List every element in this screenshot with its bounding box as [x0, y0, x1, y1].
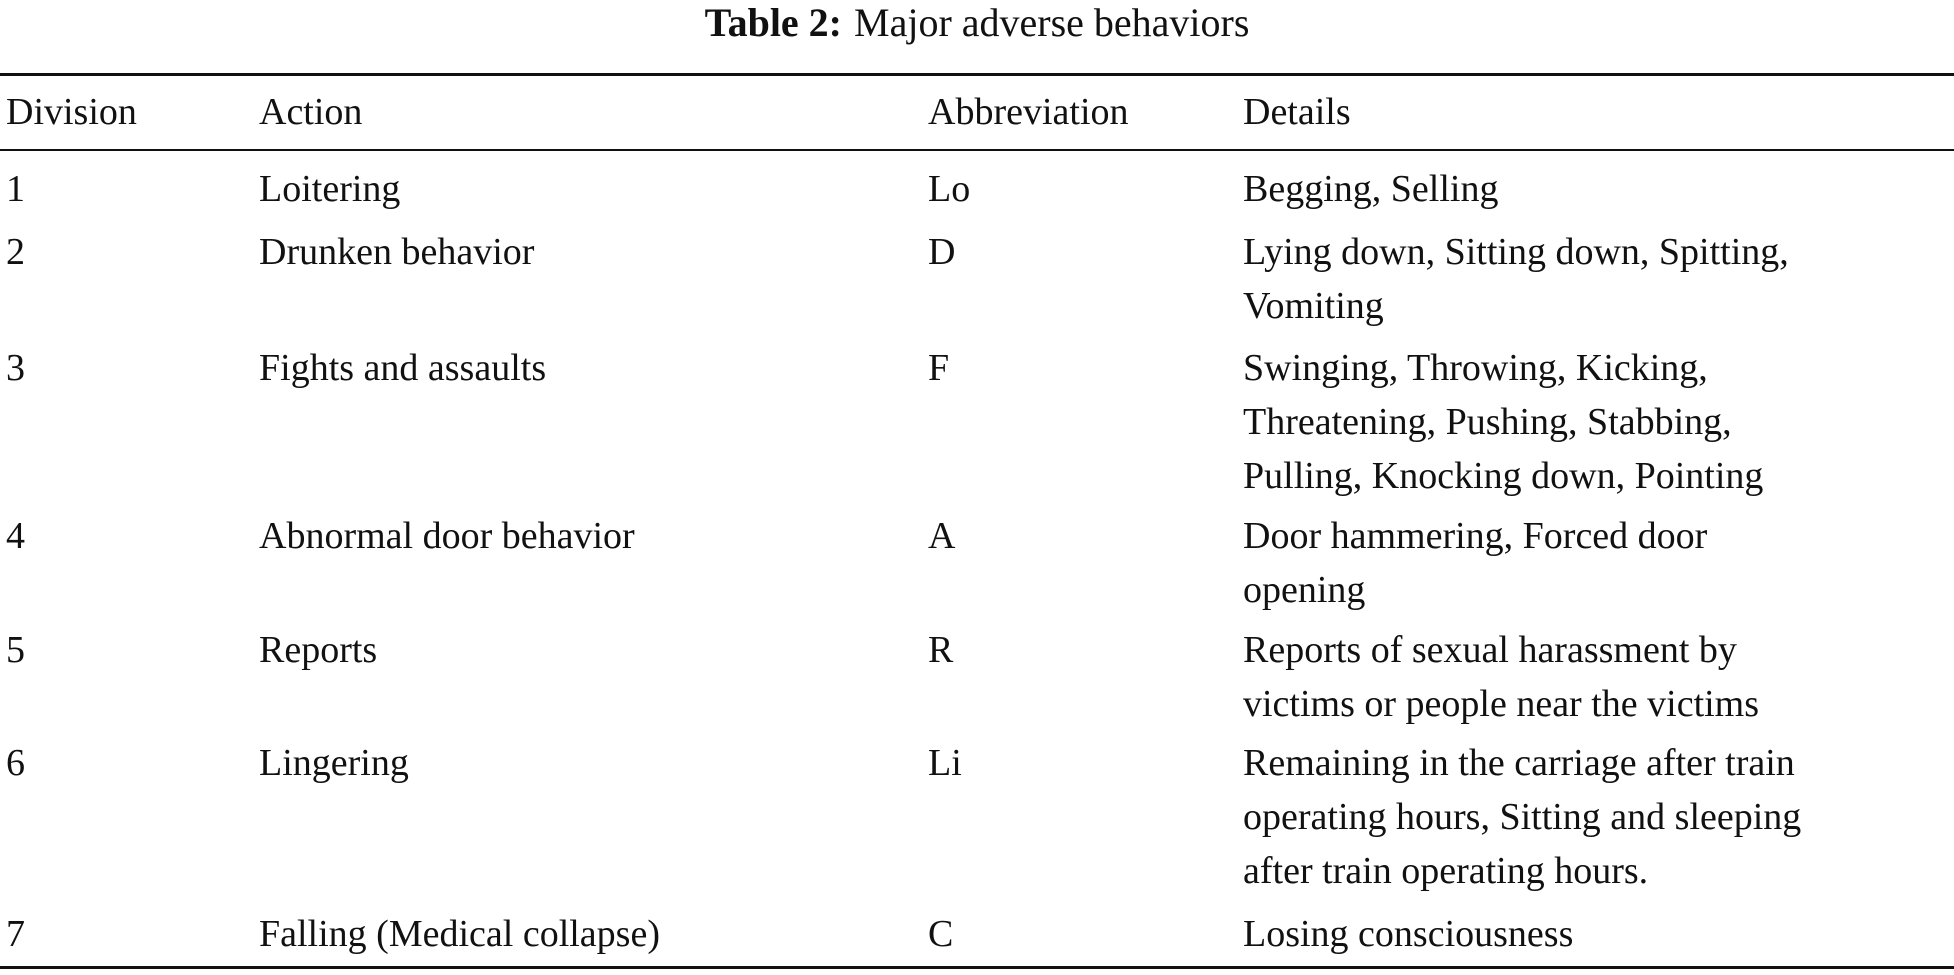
cell-details: Begging, Selling — [1243, 168, 1499, 210]
table-title: Table 2: Major adverse behaviors — [0, 0, 1954, 46]
cell-division: 6 — [6, 742, 25, 784]
cell-division: 5 — [6, 629, 25, 671]
cell-details: opening — [1243, 569, 1366, 611]
cell-abbreviation: F — [928, 347, 950, 389]
header-rule — [0, 149, 1954, 151]
cell-action: Falling (Medical collapse) — [259, 913, 660, 955]
header-abbreviation: Abbreviation — [928, 91, 1129, 133]
cell-division: 3 — [6, 347, 25, 389]
cell-division: 1 — [6, 168, 25, 210]
cell-details: Remaining in the carriage after train — [1243, 742, 1795, 784]
cell-action: Abnormal door behavior — [259, 515, 635, 557]
cell-abbreviation: D — [928, 231, 956, 273]
cell-action: Loitering — [259, 168, 401, 210]
header-action: Action — [259, 91, 363, 133]
bottom-rule — [0, 966, 1954, 969]
cell-division: 2 — [6, 231, 25, 273]
cell-details: Pulling, Knocking down, Pointing — [1243, 455, 1764, 497]
cell-details: victims or people near the victims — [1243, 683, 1760, 725]
cell-action: Reports — [259, 629, 378, 671]
cell-action: Drunken behavior — [259, 231, 535, 273]
cell-action: Fights and assaults — [259, 347, 547, 389]
cell-abbreviation: Li — [928, 742, 962, 784]
cell-details: Swinging, Throwing, Kicking, — [1243, 347, 1708, 389]
cell-abbreviation: C — [928, 913, 954, 955]
cell-details: Door hammering, Forced door — [1243, 515, 1708, 557]
header-details: Details — [1243, 91, 1351, 133]
cell-details: Lying down, Sitting down, Spitting, — [1243, 231, 1789, 273]
header-division: Division — [6, 91, 137, 133]
cell-details: Losing consciousness — [1243, 913, 1574, 955]
cell-division: 7 — [6, 913, 25, 955]
cell-details: Vomiting — [1243, 285, 1384, 327]
cell-details: Reports of sexual harassment by — [1243, 629, 1737, 671]
cell-abbreviation: A — [928, 515, 956, 557]
top-rule — [0, 73, 1954, 76]
cell-details: operating hours, Sitting and sleeping — [1243, 796, 1802, 838]
title-text: Major adverse behaviors — [854, 0, 1250, 45]
cell-division: 4 — [6, 515, 25, 557]
cell-action: Lingering — [259, 742, 409, 784]
cell-abbreviation: R — [928, 629, 954, 671]
cell-abbreviation: Lo — [928, 168, 971, 210]
title-label: Table 2: — [704, 0, 843, 45]
cell-details: after train operating hours. — [1243, 850, 1649, 892]
cell-details: Threatening, Pushing, Stabbing, — [1243, 401, 1732, 443]
